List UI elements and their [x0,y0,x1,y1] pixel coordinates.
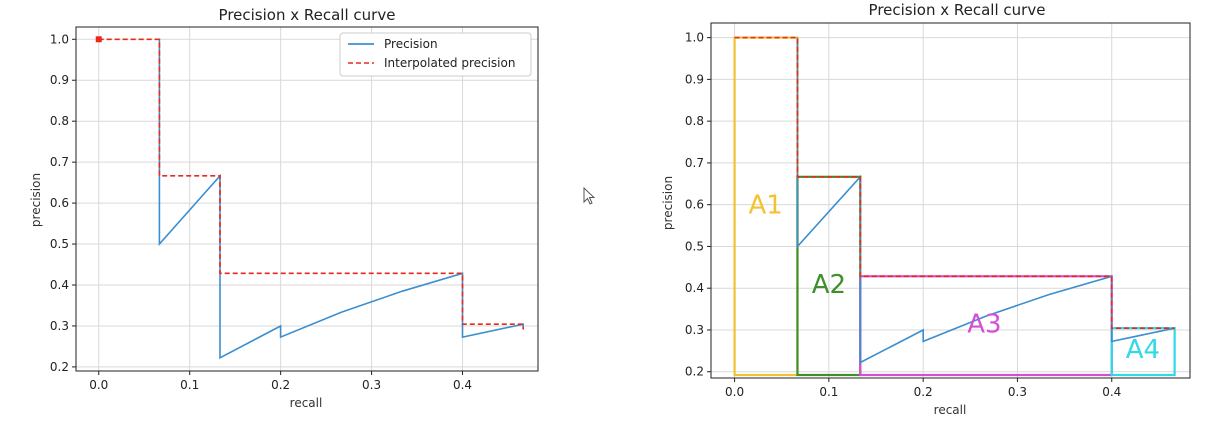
right-chart-yticks: 0.2 0.3 0.4 0.5 0.6 0.7 0.8 0.9 1.0 [685,31,711,379]
area-label-a4: A4 [1126,335,1160,365]
right-chart-xlabel: recall [934,403,967,417]
mouse-pointer-icon [583,186,596,205]
y-tick-label: 0.4 [685,281,704,295]
interpolated-precision-line [734,36,1175,330]
x-tick-label: 0.3 [362,378,381,392]
right-chart-series [734,36,1175,364]
right-chart-xticks: 0.0 0.1 0.2 0.3 0.4 [725,378,1121,399]
y-tick-label: 0.3 [685,323,704,337]
y-tick-label: 1.0 [685,31,704,45]
precision-line [158,39,525,360]
y-tick-label: 0.2 [50,360,69,374]
y-tick-label: 1.0 [50,32,69,46]
legend-label-interpolated: Interpolated precision [384,56,515,70]
y-tick-label: 0.9 [685,72,704,86]
y-tick-label: 0.5 [50,237,69,251]
y-tick-label: 0.7 [50,155,69,169]
x-tick-label: 0.0 [725,385,744,399]
area-label-a2: A2 [812,270,846,300]
left-chart-xticks: 0.0 0.1 0.2 0.3 0.4 [89,371,472,392]
y-tick-label: 0.7 [685,156,704,170]
x-tick-label: 0.4 [453,378,472,392]
left-chart-xlabel: recall [290,396,323,410]
left-chart-yticks: 0.2 0.3 0.4 0.5 0.6 0.7 0.8 0.9 1.0 [50,32,76,374]
legend-box [339,32,532,77]
y-tick-label: 0.8 [685,114,704,128]
legend-label-precision: Precision [384,37,438,51]
x-tick-label: 0.1 [180,378,199,392]
interpolated-precision-line [98,38,525,330]
y-tick-label: 0.9 [50,73,69,87]
precision-line [796,37,1175,364]
y-tick-label: 0.8 [50,114,69,128]
y-tick-label: 0.4 [50,278,69,292]
left-chart-title: Precision x Recall curve [219,6,396,24]
right-chart: Precision x Recall curve recall precisio… [661,1,1191,417]
area-label-a1: A1 [749,191,783,221]
x-tick-label: 0.0 [89,378,108,392]
x-tick-label: 0.1 [819,385,838,399]
right-chart-ylabel: precision [661,176,675,230]
x-tick-label: 0.4 [1102,385,1121,399]
x-tick-label: 0.3 [1008,385,1027,399]
right-chart-title: Precision x Recall curve [869,1,1046,19]
x-tick-label: 0.2 [271,378,290,392]
x-tick-label: 0.2 [914,385,933,399]
y-tick-label: 0.2 [685,365,704,379]
left-chart-legend: Precision Interpolated precision [339,32,532,77]
left-chart-ylabel: precision [29,173,43,227]
left-chart-series [95,36,525,360]
start-point-marker [95,36,102,43]
left-chart-grid [76,27,538,371]
right-chart-areas [733,36,1176,377]
right-chart-frame [710,22,1191,379]
left-chart-frame [75,26,539,372]
left-chart: Precision x Recall curve recall precisio… [29,6,539,410]
y-tick-label: 0.6 [50,196,69,210]
area-label-a3: A3 [967,310,1001,340]
y-tick-label: 0.3 [50,319,69,333]
y-tick-label: 0.6 [685,198,704,212]
y-tick-label: 0.5 [685,239,704,253]
